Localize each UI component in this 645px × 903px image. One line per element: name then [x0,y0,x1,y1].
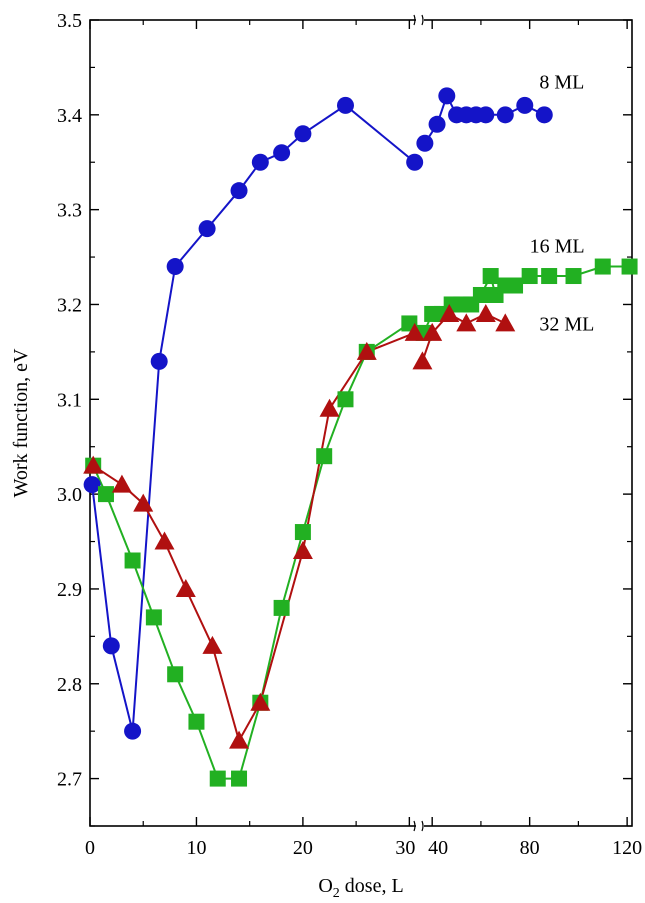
data-point-32-ml [319,398,340,417]
data-point-8-ml [83,476,101,494]
data-point-8-ml [251,153,269,171]
y-tick-label: 3.1 [57,389,82,411]
data-point-32-ml [475,303,496,322]
x-tick-label: 80 [520,837,540,859]
y-tick-label: 2.7 [57,769,82,791]
data-point-32-ml [456,313,477,332]
data-point-32-ml [412,351,433,370]
x-tick-label: 120 [612,837,642,859]
data-point-16-ml [231,770,248,787]
y-tick-label: 3.5 [57,10,82,32]
data-point-32-ml [495,313,516,332]
data-point-32-ml [229,730,250,749]
data-point-16-ml [521,268,538,285]
data-point-16-ml [97,486,114,503]
x-axis-title: O2 dose, L [318,875,403,901]
series-label-16-ml: 16 ML [530,236,585,258]
data-point-16-ml [145,609,162,626]
x-tick-label: 10 [186,837,206,859]
data-point-16-ml [472,286,489,303]
data-point-8-ml [516,96,534,114]
data-point-32-ml [111,474,132,493]
y-tick-label: 3.4 [57,105,82,127]
data-point-32-ml [356,341,377,360]
data-point-8-ml [416,134,434,152]
data-point-8-ml [535,106,553,124]
series-label-8-ml: 8 ML [539,72,584,94]
data-point-32-ml [175,578,196,597]
axis-break-mark [421,14,424,26]
axis-break-mark [413,820,416,832]
x-tick-label: 40 [428,837,448,859]
data-point-16-ml [337,391,354,408]
plot-frame [89,19,633,827]
data-point-32-ml [404,322,425,341]
y-tick-label: 2.8 [57,674,82,696]
series-line-8-ml [91,104,416,732]
data-point-16-ml [594,258,611,275]
x-tick-label: 20 [293,837,313,859]
axis-break-gap [416,17,424,23]
data-point-16-ml [541,268,558,285]
data-point-16-ml [294,524,311,541]
data-point-8-ml [477,106,495,124]
axis-break-mark [421,820,424,832]
x-tick-label: 0 [85,837,95,859]
data-point-8-ml [294,125,312,143]
data-point-8-ml [166,258,184,276]
data-point-8-ml [198,220,216,238]
data-point-8-ml [496,106,514,124]
data-point-8-ml [124,722,142,740]
data-point-32-ml [202,635,223,654]
data-point-16-ml [124,552,141,569]
data-point-32-ml [422,322,443,341]
y-axis-title: Work function, eV [10,348,32,497]
data-point-16-ml [188,713,205,730]
data-point-16-ml [565,268,582,285]
data-point-8-ml [438,87,456,105]
data-point-8-ml [273,144,291,162]
data-point-32-ml [292,541,313,560]
y-tick-label: 2.9 [57,579,82,601]
data-point-8-ml [428,115,446,133]
data-point-8-ml [230,182,248,200]
data-point-16-ml [507,277,524,294]
data-point-32-ml [133,493,154,512]
data-point-16-ml [167,666,184,683]
data-point-16-ml [482,268,499,285]
series-line-32-ml [92,331,416,744]
data-point-8-ml [102,637,120,655]
data-point-32-ml [83,455,104,474]
data-point-16-ml [273,599,290,616]
series-label-32-ml: 32 ML [539,313,594,335]
data-point-16-ml [316,448,333,465]
data-point-16-ml [621,258,638,275]
x-tick-label: 30 [395,837,415,859]
y-tick-label: 3.3 [57,200,82,222]
y-tick-label: 3.0 [57,484,82,506]
data-point-8-ml [406,153,424,171]
data-point-16-ml [209,770,226,787]
axis-break-mark [413,14,416,26]
data-point-32-ml [154,531,175,550]
axis-break-gap [416,823,424,829]
data-point-8-ml [150,352,168,370]
y-tick-label: 3.2 [57,294,82,316]
data-point-32-ml [439,303,460,322]
data-point-8-ml [336,96,354,114]
data-point-32-ml [250,692,271,711]
